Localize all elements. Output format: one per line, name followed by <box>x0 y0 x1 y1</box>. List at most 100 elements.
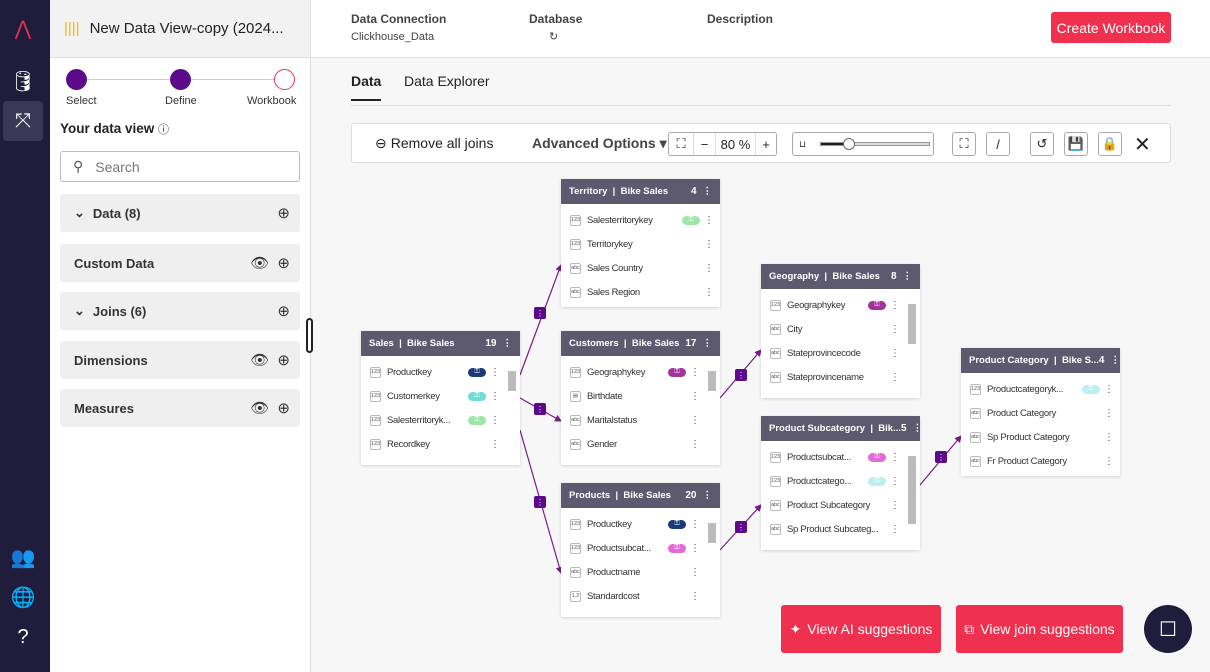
field-menu-icon[interactable]: ⋮ <box>490 390 500 402</box>
field-row[interactable]: 123 Productcategoryk... ⚿ ⋮ <box>961 377 1120 401</box>
key-icon[interactable]: ⚿ <box>868 452 886 462</box>
field-menu-icon[interactable]: ⋮ <box>890 323 900 335</box>
more-icon[interactable]: ⋮ <box>702 490 713 501</box>
field-row[interactable]: 123 Productkey ⚿ ⋮ <box>361 360 520 384</box>
table-card[interactable]: Product Category | Bike S... 4 ⋮ 123 Product… <box>961 348 1120 476</box>
section-joins[interactable]: ⌄ Joins (6) ⊕ <box>60 292 300 330</box>
field-menu-icon[interactable]: ⋮ <box>890 475 900 487</box>
field-menu-icon[interactable]: ⋮ <box>690 542 700 554</box>
field-menu-icon[interactable]: ⋮ <box>690 366 700 378</box>
more-icon[interactable]: ⋮ <box>702 338 713 349</box>
zoom-out-button[interactable]: − <box>693 133 715 155</box>
reset-icon[interactable]: ↺ <box>1030 132 1054 156</box>
lock-icon[interactable]: 🔒 <box>1098 132 1122 156</box>
key-icon[interactable]: ⚿ <box>868 300 886 310</box>
table-card[interactable]: Products | Bike Sales 20 ⋮ 123 Productkey ⚿ ⋮ 1… <box>561 483 720 617</box>
more-icon[interactable]: ⋮ <box>912 423 920 434</box>
field-row[interactable]: 123 Productsubcat... ⚿ ⋮ <box>761 445 920 469</box>
field-row[interactable]: 123 Geographykey ⚿ ⋮ <box>761 293 920 317</box>
field-menu-icon[interactable]: ⋮ <box>890 299 900 311</box>
field-menu-icon[interactable]: ⋮ <box>690 590 700 602</box>
key-icon[interactable]: ⚿ <box>468 367 486 377</box>
key-icon[interactable]: ⚿ <box>468 415 486 425</box>
step-select[interactable] <box>66 69 87 90</box>
more-icon[interactable]: ⋮ <box>502 338 513 349</box>
field-row[interactable]: abc Sales Region ⋮ <box>561 280 720 304</box>
field-row[interactable]: abc Stateprovincecode ⋮ <box>761 341 920 365</box>
data-model-icon[interactable]: ⤧ <box>3 101 43 141</box>
join-badge[interactable]: ⋮ <box>735 369 747 381</box>
database-icon[interactable]: 🛢 <box>10 70 36 93</box>
field-row[interactable]: 123 Salesterritorykey ⚿ ⋮ <box>561 208 720 232</box>
remove-joins-button[interactable]: ⊖ Remove all joins <box>375 135 493 152</box>
tab-data-explorer[interactable]: Data Explorer <box>404 73 490 89</box>
search-input[interactable]: ⚲ Search <box>60 151 300 182</box>
key-icon[interactable]: ⚿ <box>668 519 686 529</box>
table-card[interactable]: Product Subcategory | Bik... 5 ⋮ 123 Product… <box>761 416 920 550</box>
field-menu-icon[interactable]: ⋮ <box>704 262 714 274</box>
field-row[interactable]: 1.2 Standardcost ⋮ <box>561 584 720 608</box>
table-header[interactable]: Geography | Bike Sales 8 ⋮ <box>761 264 920 289</box>
help-icon[interactable]: ? <box>17 625 29 648</box>
field-menu-icon[interactable]: ⋮ <box>690 414 700 426</box>
table-card[interactable]: Territory | Bike Sales 4 ⋮ 123 Salesterritor… <box>561 179 720 307</box>
field-menu-icon[interactable]: ⋮ <box>890 347 900 359</box>
join-suggestions-button[interactable]: ⧉ View join suggestions <box>956 605 1123 653</box>
field-menu-icon[interactable]: ⋮ <box>690 566 700 578</box>
field-menu-icon[interactable]: ⋮ <box>890 523 900 535</box>
key-icon[interactable]: ⚿ <box>682 215 700 225</box>
key-icon[interactable]: ⚿ <box>868 476 886 486</box>
field-menu-icon[interactable]: ⋮ <box>690 518 700 530</box>
section-measures[interactable]: Measures 👁 ⊕ <box>60 389 300 427</box>
field-menu-icon[interactable]: ⋮ <box>490 414 500 426</box>
add-icon[interactable]: ⊕ <box>277 255 290 272</box>
scrollbar[interactable] <box>508 371 516 391</box>
advanced-options-dropdown[interactable]: Advanced Options ▾ <box>532 135 667 151</box>
field-menu-icon[interactable]: ⋮ <box>704 286 714 298</box>
expand-icon[interactable]: ⛶ <box>952 132 976 156</box>
scrollbar[interactable] <box>908 456 916 524</box>
field-row[interactable]: abc Product Category ⋮ <box>961 401 1120 425</box>
join-line[interactable] <box>519 263 563 376</box>
field-row[interactable]: 123 Productcatego... ⚿ ⋮ <box>761 469 920 493</box>
field-menu-icon[interactable]: ⋮ <box>490 438 500 450</box>
field-menu-icon[interactable]: ⋮ <box>1104 407 1114 419</box>
resize-handle[interactable] <box>306 318 313 353</box>
field-row[interactable]: abc Maritalstatus ⋮ <box>561 408 720 432</box>
ai-suggestions-button[interactable]: ✦ View AI suggestions <box>781 605 941 653</box>
info-icon[interactable]: ⓘ <box>158 124 170 136</box>
join-badge[interactable]: ⋮ <box>534 307 546 319</box>
key-icon[interactable]: ⚿ <box>1082 384 1100 394</box>
table-header[interactable]: Territory | Bike Sales 4 ⋮ <box>561 179 720 204</box>
field-menu-icon[interactable]: ⋮ <box>1104 383 1114 395</box>
table-header[interactable]: Customers | Bike Sales 17 ⋮ <box>561 331 720 356</box>
field-row[interactable]: abc Product Subcategory ⋮ <box>761 493 920 517</box>
field-row[interactable]: 123 Territorykey ⋮ <box>561 232 720 256</box>
chat-icon[interactable]: ☐ <box>1144 605 1192 653</box>
close-icon[interactable]: ✕ <box>1134 134 1151 156</box>
field-menu-icon[interactable]: ⋮ <box>1104 431 1114 443</box>
field-row[interactable]: abc Productname ⋮ <box>561 560 720 584</box>
field-row[interactable]: 123 Geographykey ⚿ ⋮ <box>561 360 720 384</box>
create-workbook-button[interactable]: Create Workbook <box>1051 12 1171 43</box>
scrollbar[interactable] <box>708 523 716 543</box>
field-row[interactable]: 123 Productsubcat... ⚿ ⋮ <box>561 536 720 560</box>
key-icon[interactable]: ⚿ <box>468 391 486 401</box>
more-icon[interactable]: ⋮ <box>702 186 713 197</box>
table-header[interactable]: Product Category | Bike S... 4 ⋮ <box>961 348 1120 373</box>
key-icon[interactable]: ⚿ <box>668 367 686 377</box>
add-icon[interactable]: ⊕ <box>277 205 290 222</box>
table-header[interactable]: Products | Bike Sales 20 ⋮ <box>561 483 720 508</box>
section-custom-data[interactable]: Custom Data 👁 ⊕ <box>60 244 300 282</box>
tab-data[interactable]: Data <box>351 73 382 101</box>
field-menu-icon[interactable]: ⋮ <box>690 438 700 450</box>
field-menu-icon[interactable]: ⋮ <box>690 390 700 402</box>
join-badge[interactable]: ⋮ <box>534 496 546 508</box>
refresh-icon[interactable]: ↻ <box>549 31 559 43</box>
table-header[interactable]: Product Subcategory | Bik... 5 ⋮ <box>761 416 920 441</box>
add-icon[interactable]: ⊕ <box>277 352 290 369</box>
globe-icon[interactable]: 🌐 <box>10 586 36 609</box>
users-icon[interactable]: 👥 <box>10 546 36 569</box>
eye-icon[interactable]: 👁 <box>250 255 270 272</box>
key-icon[interactable]: ⚿ <box>668 543 686 553</box>
